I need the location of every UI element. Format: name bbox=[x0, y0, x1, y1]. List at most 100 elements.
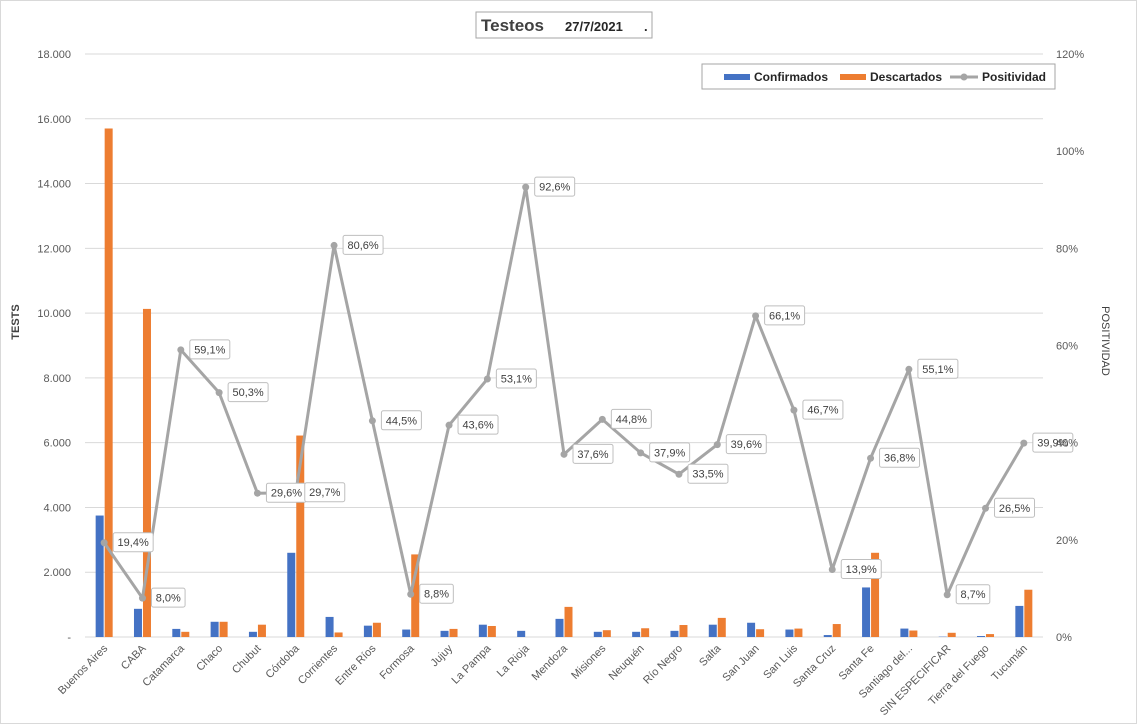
chart-title-suffix: . bbox=[644, 19, 648, 34]
bars bbox=[95, 128, 1033, 637]
positividad-point bbox=[368, 417, 376, 425]
legend-swatch-marker bbox=[960, 73, 968, 81]
positividad-point bbox=[867, 454, 875, 462]
data-label-box bbox=[994, 497, 1036, 518]
legend-swatch-descartados bbox=[840, 74, 866, 80]
legend-label-positividad: Positividad bbox=[982, 70, 1046, 84]
positividad-point bbox=[752, 312, 760, 320]
data-label: 36,8% bbox=[884, 453, 915, 465]
data-label-box bbox=[687, 463, 729, 484]
positividad-point bbox=[483, 375, 491, 383]
y-tick-label: 18.000 bbox=[37, 49, 71, 61]
bar-confirmados bbox=[287, 552, 296, 637]
positividad-point bbox=[637, 449, 645, 457]
bar-confirmados bbox=[248, 631, 257, 637]
bar-confirmados bbox=[325, 616, 334, 637]
bar-confirmados bbox=[210, 621, 219, 637]
y2-tick-label: 120% bbox=[1056, 49, 1084, 61]
bar-descartados bbox=[986, 634, 995, 637]
y-tick-label: 2.000 bbox=[43, 567, 71, 579]
data-label-box bbox=[304, 482, 346, 503]
data-label: 8,0% bbox=[156, 593, 181, 605]
positividad-point bbox=[100, 539, 108, 547]
positividad-point bbox=[445, 421, 453, 429]
positividad-point bbox=[713, 441, 721, 449]
bar-confirmados bbox=[977, 636, 986, 637]
data-label: 39,9% bbox=[1037, 438, 1068, 450]
data-label: 8,8% bbox=[424, 589, 449, 601]
bar-descartados bbox=[756, 629, 765, 637]
bar-confirmados bbox=[823, 635, 832, 637]
positividad-point bbox=[215, 389, 223, 397]
bar-descartados bbox=[1024, 589, 1033, 637]
data-label: 37,6% bbox=[577, 449, 608, 461]
bar-confirmados bbox=[670, 630, 679, 637]
axis-ticks: - 2.000 4.000 6.000 8.000 10.000 12.000 14.000 1… bbox=[37, 49, 1084, 644]
positividad-point bbox=[253, 489, 261, 497]
bar-descartados bbox=[564, 606, 573, 637]
data-label: 29,7% bbox=[309, 487, 340, 499]
data-label-box bbox=[572, 443, 614, 464]
y2-tick-label: 0% bbox=[1056, 632, 1072, 644]
bar-descartados bbox=[296, 435, 305, 637]
positividad-point bbox=[177, 346, 185, 354]
bar-descartados bbox=[602, 630, 611, 637]
bar-descartados bbox=[181, 631, 190, 637]
bar-confirmados bbox=[593, 631, 602, 637]
bar-confirmados bbox=[900, 628, 909, 637]
positividad-point bbox=[675, 470, 683, 478]
bar-confirmados bbox=[632, 631, 641, 637]
data-label: 8,7% bbox=[960, 589, 985, 601]
data-label: 66,1% bbox=[769, 310, 800, 322]
gridlines bbox=[85, 53, 1043, 638]
bar-confirmados bbox=[555, 618, 564, 637]
data-label-box bbox=[112, 532, 154, 553]
data-label: 26,5% bbox=[999, 503, 1030, 515]
y-axis-title: TESTS bbox=[10, 304, 22, 339]
chart-date: 27/7/2021 bbox=[565, 19, 623, 34]
bar-confirmados bbox=[95, 515, 104, 637]
data-label-box bbox=[150, 587, 186, 608]
bar-confirmados bbox=[785, 629, 794, 637]
positividad-point bbox=[522, 183, 530, 191]
y-tick-label: 14.000 bbox=[37, 179, 71, 191]
legend: Confirmados Descartados Positividad bbox=[701, 63, 1056, 90]
positividad-line: 19,4% 8,0% 59,1% 50,3% 29,6% 29,7% 80,6% 44,5% 8… bbox=[100, 176, 1074, 608]
y2-tick-label: 40% bbox=[1056, 438, 1078, 450]
y-tick-label: 16.000 bbox=[37, 114, 71, 126]
y-tick-label: 4.000 bbox=[43, 502, 71, 514]
bar-descartados bbox=[794, 628, 803, 637]
positividad-point bbox=[407, 590, 415, 598]
bar-descartados bbox=[142, 308, 151, 637]
y2-tick-label: 60% bbox=[1056, 341, 1078, 353]
data-label: 59,1% bbox=[194, 344, 225, 356]
positividad-point bbox=[560, 450, 568, 458]
title-box: Testeos 27/7/2021 . bbox=[475, 11, 653, 39]
bar-descartados bbox=[947, 632, 956, 637]
bar-confirmados bbox=[172, 628, 181, 637]
data-label: 33,5% bbox=[692, 469, 723, 481]
data-label: 44,5% bbox=[386, 415, 417, 427]
data-label-box bbox=[802, 399, 844, 420]
data-label: 39,6% bbox=[731, 439, 762, 451]
data-label: 13,9% bbox=[846, 564, 877, 576]
y2-tick-label: 100% bbox=[1056, 146, 1084, 158]
positividad-point bbox=[138, 594, 146, 602]
legend-label-confirmados: Confirmados bbox=[754, 70, 828, 84]
positividad-point bbox=[982, 504, 990, 512]
data-label-box bbox=[342, 234, 384, 255]
data-label-box bbox=[610, 408, 652, 429]
bar-descartados bbox=[219, 621, 228, 637]
bar-descartados bbox=[717, 617, 726, 637]
y2-tick-label: 80% bbox=[1056, 243, 1078, 255]
data-label-box bbox=[380, 410, 422, 431]
bar-confirmados bbox=[440, 630, 449, 637]
data-label-box bbox=[955, 584, 991, 605]
bar-descartados bbox=[871, 552, 880, 637]
data-label: 43,6% bbox=[462, 420, 493, 432]
data-label: 92,6% bbox=[539, 182, 570, 194]
y-tick-label: 12.000 bbox=[37, 243, 71, 255]
bar-descartados bbox=[909, 630, 918, 637]
positividad-point bbox=[1020, 439, 1028, 447]
